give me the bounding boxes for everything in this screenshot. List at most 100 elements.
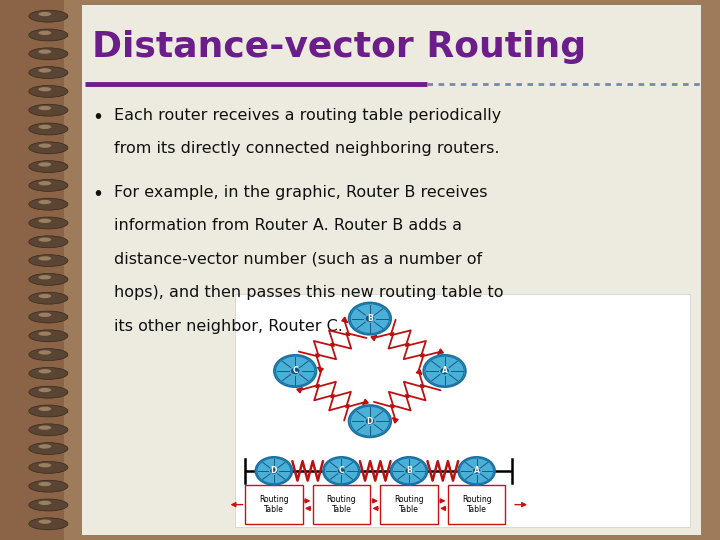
Ellipse shape	[29, 349, 68, 361]
Ellipse shape	[29, 518, 68, 530]
Text: Each router receives a routing table periodically: Each router receives a routing table per…	[114, 108, 501, 123]
Text: D: D	[366, 417, 373, 426]
Ellipse shape	[38, 163, 51, 167]
Ellipse shape	[38, 463, 51, 468]
Ellipse shape	[29, 330, 68, 342]
Ellipse shape	[38, 87, 51, 91]
Ellipse shape	[29, 499, 68, 511]
Text: B: B	[367, 314, 373, 323]
Circle shape	[291, 368, 300, 374]
Ellipse shape	[29, 104, 68, 116]
Text: Routing
Table: Routing Table	[462, 495, 492, 514]
Text: A: A	[441, 367, 448, 375]
Text: C: C	[338, 467, 344, 475]
Ellipse shape	[38, 50, 51, 54]
Text: D: D	[271, 467, 277, 475]
Circle shape	[441, 368, 449, 374]
Ellipse shape	[29, 311, 68, 323]
Ellipse shape	[38, 12, 51, 16]
Circle shape	[423, 355, 466, 387]
Text: hops), and then passes this new routing table to: hops), and then passes this new routing …	[114, 286, 503, 300]
Circle shape	[348, 302, 391, 335]
Circle shape	[338, 468, 345, 474]
Ellipse shape	[38, 519, 51, 524]
Circle shape	[323, 457, 360, 485]
Ellipse shape	[29, 142, 68, 154]
Text: •: •	[92, 108, 104, 127]
Ellipse shape	[38, 68, 51, 72]
FancyBboxPatch shape	[235, 294, 690, 526]
Circle shape	[390, 457, 428, 485]
Circle shape	[458, 457, 495, 485]
Ellipse shape	[38, 444, 51, 449]
Ellipse shape	[29, 66, 68, 78]
Ellipse shape	[38, 181, 51, 185]
Ellipse shape	[29, 29, 68, 41]
Text: Routing
Table: Routing Table	[327, 495, 356, 514]
Ellipse shape	[29, 198, 68, 210]
Text: C: C	[292, 367, 298, 375]
FancyBboxPatch shape	[0, 0, 64, 540]
Ellipse shape	[29, 48, 68, 60]
Ellipse shape	[38, 388, 51, 392]
Ellipse shape	[29, 123, 68, 135]
Ellipse shape	[29, 292, 68, 304]
Ellipse shape	[38, 200, 51, 204]
Text: Routing
Table: Routing Table	[395, 495, 424, 514]
Ellipse shape	[29, 386, 68, 398]
Text: A: A	[474, 467, 480, 475]
Ellipse shape	[38, 407, 51, 411]
Ellipse shape	[29, 255, 68, 267]
Circle shape	[473, 468, 480, 474]
Circle shape	[256, 457, 292, 485]
Text: For example, in the graphic, Router B receives: For example, in the graphic, Router B re…	[114, 185, 487, 200]
Ellipse shape	[29, 405, 68, 417]
Text: •: •	[92, 185, 104, 204]
Ellipse shape	[29, 424, 68, 436]
Ellipse shape	[38, 350, 51, 355]
Ellipse shape	[38, 31, 51, 35]
FancyBboxPatch shape	[312, 485, 370, 524]
Text: B: B	[406, 467, 412, 475]
Ellipse shape	[29, 443, 68, 455]
Text: Routing
Table: Routing Table	[259, 495, 289, 514]
Ellipse shape	[29, 10, 68, 22]
Circle shape	[270, 468, 278, 474]
Ellipse shape	[29, 217, 68, 229]
Text: its other neighbor, Router C.: its other neighbor, Router C.	[114, 319, 343, 334]
Ellipse shape	[38, 238, 51, 242]
Circle shape	[348, 405, 391, 437]
Ellipse shape	[38, 144, 51, 148]
Ellipse shape	[29, 462, 68, 474]
Ellipse shape	[38, 275, 51, 279]
Text: Distance-vector Routing: Distance-vector Routing	[92, 30, 587, 64]
Ellipse shape	[38, 106, 51, 110]
FancyBboxPatch shape	[448, 485, 505, 524]
Ellipse shape	[29, 367, 68, 379]
FancyBboxPatch shape	[380, 485, 438, 524]
Ellipse shape	[38, 125, 51, 129]
Text: information from Router A. Router B adds a: information from Router A. Router B adds…	[114, 219, 462, 233]
FancyBboxPatch shape	[245, 485, 302, 524]
Ellipse shape	[29, 161, 68, 173]
Ellipse shape	[38, 482, 51, 486]
Ellipse shape	[38, 501, 51, 505]
Circle shape	[366, 315, 374, 322]
Ellipse shape	[29, 480, 68, 492]
Ellipse shape	[38, 313, 51, 317]
FancyBboxPatch shape	[82, 5, 701, 535]
Circle shape	[274, 355, 317, 387]
Ellipse shape	[38, 294, 51, 298]
Ellipse shape	[29, 179, 68, 191]
Ellipse shape	[38, 256, 51, 261]
Ellipse shape	[29, 85, 68, 97]
Ellipse shape	[38, 426, 51, 430]
Ellipse shape	[29, 273, 68, 285]
Ellipse shape	[29, 236, 68, 248]
Text: from its directly connected neighboring routers.: from its directly connected neighboring …	[114, 141, 499, 157]
Ellipse shape	[38, 369, 51, 373]
Circle shape	[405, 468, 413, 474]
Circle shape	[366, 418, 374, 424]
Ellipse shape	[38, 332, 51, 336]
Text: distance-vector number (such as a number of: distance-vector number (such as a number…	[114, 252, 482, 267]
